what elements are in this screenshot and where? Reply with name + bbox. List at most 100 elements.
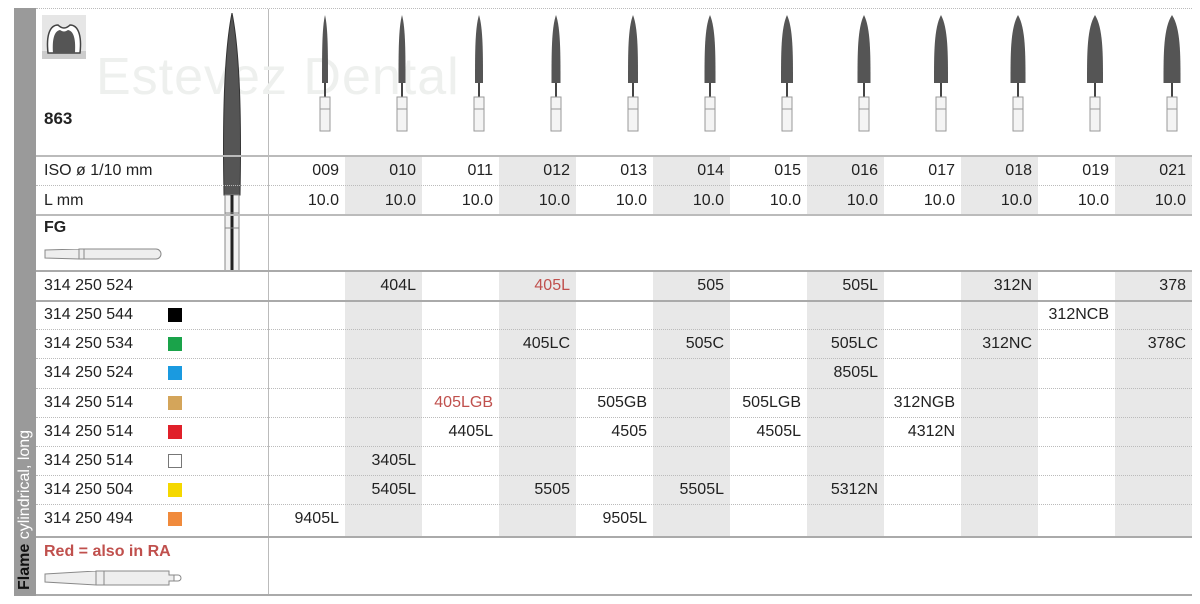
column-shade [345, 271, 422, 537]
ref-number-cell: 4505L [756, 422, 802, 440]
ref-number-cell: 312NC [982, 335, 1032, 353]
table-row: 314 250 494 9405L 9505L [36, 504, 1192, 533]
length-cell: 10.0 [1077, 192, 1109, 209]
product-table: Estevez Dental 863 FG ISO ø 1/10 mm 009 01… [36, 8, 1192, 596]
bur-size-image [857, 15, 871, 132]
ref-number-cell: 378C [1147, 335, 1186, 353]
ref-number-cell: 505 [697, 277, 724, 294]
order-code: 314 250 514 [44, 422, 133, 440]
order-code: 314 250 514 [44, 393, 133, 411]
order-code: 314 250 514 [44, 452, 133, 469]
row-divider [36, 536, 1192, 538]
bur-size-image [473, 15, 485, 132]
ref-number-cell: 3405L [371, 452, 417, 469]
grit-color-swatch [168, 483, 182, 498]
iso-size-cell: 010 [389, 162, 416, 179]
iso-size-cell: 015 [774, 162, 801, 179]
iso-size-cell: 012 [543, 162, 570, 179]
table-row: 314 250 514 405LGB 505GB 505LGB 312NGB [36, 388, 1192, 417]
iso-size-cell: 021 [1159, 162, 1186, 179]
shape-label: Flame [16, 543, 33, 590]
iso-size-cell: 019 [1082, 162, 1109, 179]
ra-note: Red = also in RA [44, 543, 171, 560]
grit-color-swatch [168, 512, 182, 527]
ref-number-cell: 5405L [371, 481, 417, 499]
bur-image [222, 13, 242, 272]
length-cell: 10.0 [461, 192, 493, 209]
length-cell: 10.0 [538, 192, 570, 209]
bur-size-image [934, 15, 948, 132]
table-row: 314 250 544 312NCB [36, 300, 1192, 329]
order-code: 314 250 544 [44, 306, 133, 323]
grit-color-swatch [168, 424, 182, 439]
order-code: 314 250 524 [44, 277, 133, 294]
ref-number-cell: 312NCB [1048, 306, 1109, 323]
row-divider [36, 270, 1192, 272]
order-code: 314 250 504 [44, 481, 133, 499]
ref-number-cell: 505LGB [742, 393, 801, 411]
grit-color-swatch [168, 308, 182, 322]
tooth-icon [42, 15, 86, 59]
iso-size-cell: 016 [851, 162, 878, 179]
bur-size-image [781, 15, 793, 132]
ref-number-cell: 312NGB [893, 393, 955, 411]
length-cell: 10.0 [307, 192, 339, 209]
ref-number-cell: 405L [534, 277, 570, 294]
ref-number-cell: 4312N [907, 422, 955, 440]
row-divider [36, 155, 1192, 157]
row-divider [36, 446, 1192, 447]
length-cell: 10.0 [692, 192, 724, 209]
ref-number-cell: 5312N [830, 481, 878, 499]
ref-number-cell: 405LGB [434, 393, 493, 411]
ref-number-cell: 9405L [294, 510, 340, 528]
bur-size-image [704, 15, 716, 132]
order-code: 314 250 494 [44, 510, 133, 528]
ref-number-cell: 505GB [597, 393, 647, 411]
length-cell: 10.0 [1000, 192, 1032, 209]
iso-size-cell: 013 [620, 162, 647, 179]
length-cell: 10.0 [615, 192, 647, 209]
grit-color-swatch [168, 395, 182, 410]
table-row: 314 250 514 4405L 4505 4505L 4312N [36, 417, 1192, 446]
grit-color-swatch [168, 454, 182, 468]
row-divider [36, 416, 1192, 418]
ref-number-cell: 404L [380, 277, 416, 294]
order-code: 314 250 534 [44, 335, 133, 353]
table-row: 314 250 524 404L 405L 505 505L 312N 378 [36, 271, 1192, 300]
ref-number-cell: 5505L [679, 481, 725, 499]
ra-shank-icon [44, 570, 182, 586]
bur-size-image [1010, 15, 1026, 132]
row-divider [36, 387, 1192, 389]
iso-size-cell: 009 [312, 162, 339, 179]
column-shade [499, 271, 576, 537]
iso-size-cell: 018 [1005, 162, 1032, 179]
column-shade [961, 271, 1038, 537]
shank-label: FG [44, 219, 67, 236]
row-divider [36, 329, 1192, 331]
row-divider [36, 185, 1192, 186]
length-cell: 10.0 [769, 192, 801, 209]
ref-number-cell: 405LC [522, 335, 570, 353]
order-code: 314 250 524 [44, 364, 133, 382]
category-band: Flame cylindrical, long [14, 8, 36, 596]
bur-size-image [1163, 15, 1181, 132]
ref-number-cell: 312N [993, 277, 1032, 294]
ref-number-cell: 9505L [602, 510, 648, 528]
fg-shank-icon [44, 248, 162, 260]
bur-size-image [1087, 15, 1103, 132]
row-divider [36, 475, 1192, 477]
ref-number-cell: 4405L [448, 422, 494, 440]
ref-number-cell: 8505L [833, 364, 879, 382]
iso-label: ISO ø 1/10 mm [44, 162, 153, 179]
bur-size-image [319, 15, 331, 132]
grit-color-swatch [168, 366, 182, 381]
ref-number-cell: 505L [842, 277, 878, 294]
ref-number-cell: 378 [1159, 277, 1186, 294]
length-cell: 10.0 [846, 192, 878, 209]
length-cell: 10.0 [384, 192, 416, 209]
iso-size-cell: 014 [697, 162, 724, 179]
length-cell: 10.0 [923, 192, 955, 209]
watermark: Estevez Dental [96, 48, 460, 106]
table-row: 314 250 524 8505L [36, 358, 1192, 387]
row-divider [36, 300, 1192, 302]
